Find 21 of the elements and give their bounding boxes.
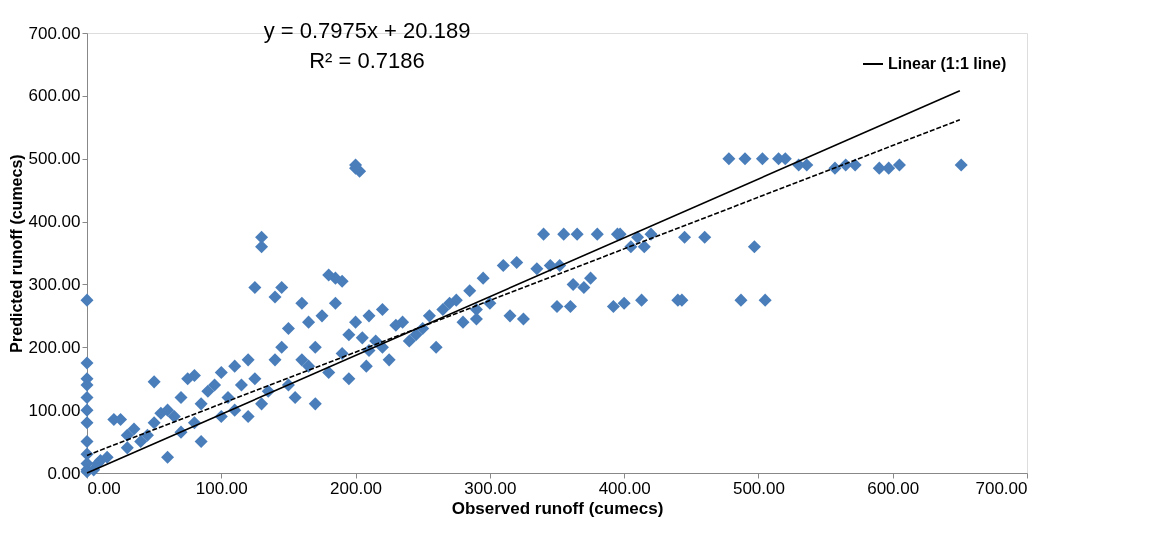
x-tick-label: 600.00 bbox=[867, 478, 920, 498]
y-tick-label: 300.00 bbox=[28, 274, 81, 294]
x-tick-label: 200.00 bbox=[330, 478, 383, 498]
y-tick-label: 500.00 bbox=[28, 149, 81, 169]
legend-label: Linear (1:1 line) bbox=[888, 55, 1007, 72]
x-tick-label: 500.00 bbox=[732, 478, 785, 498]
x-tick-label: 400.00 bbox=[598, 478, 651, 498]
y-axis-title: Predicted runoff (cumecs) bbox=[7, 154, 25, 353]
y-tick-label: 600.00 bbox=[28, 86, 81, 106]
x-tick-label: 300.00 bbox=[464, 478, 517, 498]
y-tick-label: 700.00 bbox=[28, 23, 81, 43]
x-tick-label: 0.00 bbox=[87, 478, 121, 498]
x-axis-title: Observed runoff (cumecs) bbox=[451, 498, 664, 518]
x-tick-label: 100.00 bbox=[195, 478, 248, 498]
y-tick-label: 100.00 bbox=[28, 400, 81, 420]
y-tick-label: 200.00 bbox=[28, 337, 81, 357]
annotation: R² = 0.7186 bbox=[309, 48, 425, 73]
y-tick-label: 0.00 bbox=[47, 463, 81, 483]
x-tick-label: 700.00 bbox=[975, 478, 1028, 498]
y-tick-label: 400.00 bbox=[28, 212, 81, 232]
annotation: y = 0.7975x + 20.189 bbox=[263, 18, 471, 43]
